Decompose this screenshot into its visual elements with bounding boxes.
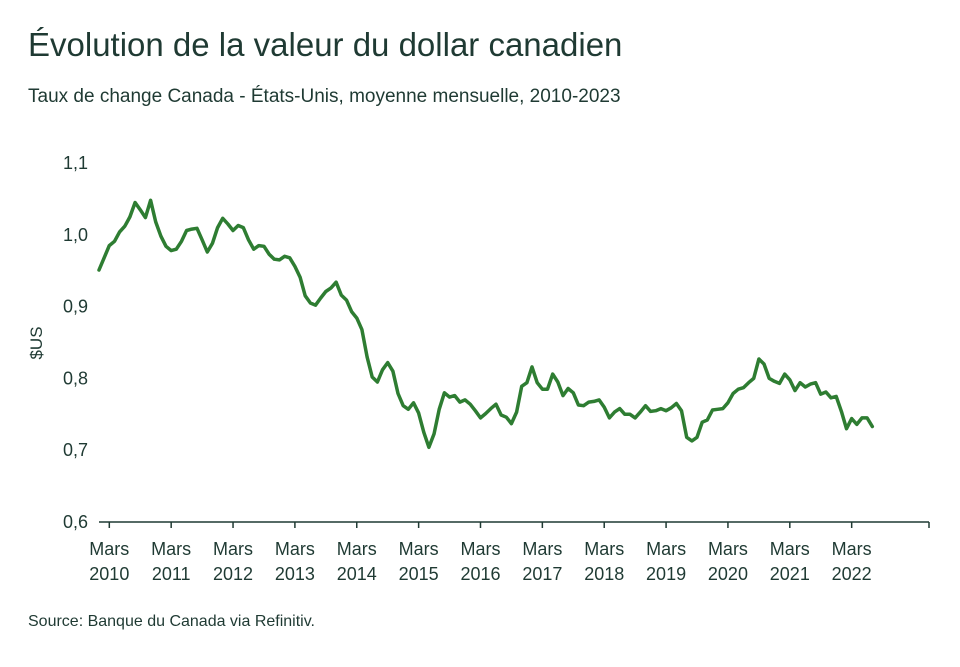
- x-tick-label-year: 2010: [89, 564, 129, 584]
- y-tick-label: 0,8: [63, 368, 88, 388]
- x-tick-label-month: Mars: [584, 539, 624, 559]
- source-note: Source: Banque du Canada via Refinitiv.: [28, 613, 315, 630]
- y-tick-label: 0,9: [63, 297, 88, 317]
- x-tick-label-month: Mars: [213, 539, 253, 559]
- x-tick-label-year: 2022: [832, 564, 872, 584]
- x-tick-label-year: 2021: [770, 564, 810, 584]
- x-tick-label-year: 2014: [337, 564, 377, 584]
- line-chart: 0,6 0,7 0,8 0,9 1,0 1,1 Mars 2010 Mars 2011 Mars 2…: [27, 153, 930, 584]
- x-tick-label-year: 2012: [213, 564, 253, 584]
- exchange-rate-line: [97, 198, 875, 450]
- x-tick-label-month: Mars: [89, 539, 129, 559]
- x-axis: Mars 2010 Mars 2011 Mars 2012 Mars 2013 Mars 2014…: [89, 521, 930, 584]
- x-tick-label-month: Mars: [522, 539, 562, 559]
- x-tick-label-year: 2015: [399, 564, 439, 584]
- series-layer: [97, 198, 875, 450]
- x-tick-label-year: 2020: [708, 564, 748, 584]
- x-tick-label-month: Mars: [399, 539, 439, 559]
- y-tick-label: 0,6: [63, 512, 88, 532]
- y-tick-label: 1,1: [63, 153, 88, 173]
- chart-subtitle: Taux de change Canada - États-Unis, moye…: [28, 86, 621, 107]
- x-tick-label-year: 2013: [275, 564, 315, 584]
- y-axis: 0,6 0,7 0,8 0,9 1,0 1,1: [63, 153, 88, 532]
- x-tick-label-month: Mars: [151, 539, 191, 559]
- x-tick-label-month: Mars: [832, 539, 872, 559]
- y-tick-label: 1,0: [63, 225, 88, 245]
- x-tick-label-month: Mars: [275, 539, 315, 559]
- x-tick-label-year: 2018: [584, 564, 624, 584]
- x-tick-label-month: Mars: [337, 539, 377, 559]
- y-tick-label: 0,7: [63, 440, 88, 460]
- x-tick-label-month: Mars: [708, 539, 748, 559]
- x-tick-label-year: 2017: [522, 564, 562, 584]
- x-tick-label-month: Mars: [770, 539, 810, 559]
- y-axis-title: $US: [27, 326, 46, 359]
- chart-title: Évolution de la valeur du dollar canadie…: [28, 26, 623, 63]
- x-tick-label-year: 2019: [646, 564, 686, 584]
- x-tick-label-year: 2011: [152, 564, 191, 584]
- x-tick-label-month: Mars: [646, 539, 686, 559]
- x-tick-label-year: 2016: [460, 564, 500, 584]
- x-tick-label-month: Mars: [460, 539, 500, 559]
